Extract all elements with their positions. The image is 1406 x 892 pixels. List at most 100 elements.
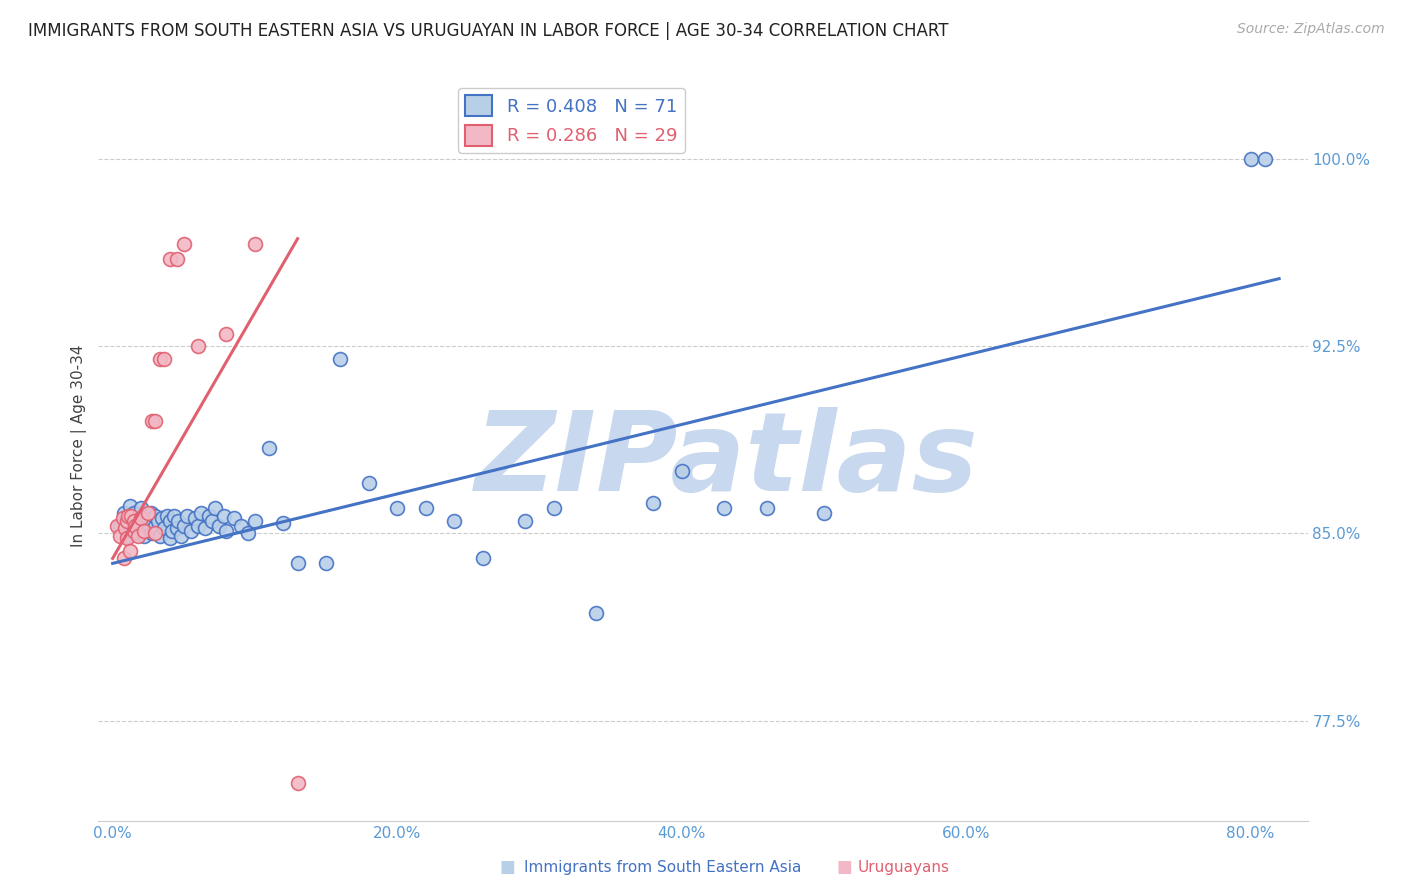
Point bbox=[198, 508, 221, 523]
Point bbox=[166, 252, 188, 266]
Point bbox=[122, 526, 145, 541]
Point bbox=[180, 524, 202, 538]
Point bbox=[166, 521, 188, 535]
Point bbox=[105, 519, 128, 533]
Point bbox=[471, 551, 494, 566]
Point bbox=[315, 557, 337, 571]
Point bbox=[134, 508, 156, 523]
Point bbox=[127, 516, 149, 531]
Point bbox=[115, 514, 138, 528]
Point bbox=[257, 442, 280, 456]
Point bbox=[287, 557, 309, 571]
Point bbox=[671, 464, 693, 478]
Point bbox=[187, 519, 209, 533]
Point bbox=[515, 514, 537, 528]
Text: Uruguayans: Uruguayans bbox=[858, 860, 949, 874]
Point bbox=[215, 326, 238, 341]
Point bbox=[117, 508, 139, 523]
Point bbox=[1240, 152, 1263, 166]
Point bbox=[201, 514, 224, 528]
Point bbox=[756, 501, 779, 516]
Point bbox=[153, 521, 176, 535]
Point bbox=[120, 508, 142, 523]
Point bbox=[141, 414, 163, 428]
Point bbox=[329, 351, 352, 366]
Point bbox=[118, 544, 141, 558]
Point bbox=[543, 501, 565, 516]
Point bbox=[136, 511, 159, 525]
Y-axis label: In Labor Force | Age 30-34: In Labor Force | Age 30-34 bbox=[72, 344, 87, 548]
Point bbox=[162, 524, 184, 538]
Point bbox=[136, 507, 159, 521]
Point bbox=[112, 507, 135, 521]
Point bbox=[713, 501, 735, 516]
Point bbox=[212, 508, 235, 523]
Point bbox=[118, 499, 141, 513]
Text: ■: ■ bbox=[499, 858, 515, 876]
Point bbox=[114, 521, 136, 535]
Point bbox=[173, 519, 195, 533]
Point bbox=[643, 496, 665, 510]
Point bbox=[111, 511, 134, 525]
Point bbox=[108, 519, 131, 533]
Point bbox=[443, 514, 465, 528]
Point bbox=[122, 514, 145, 528]
Point bbox=[1254, 152, 1277, 166]
Point bbox=[167, 514, 190, 528]
Point bbox=[115, 514, 138, 528]
Point bbox=[184, 511, 207, 525]
Point bbox=[149, 529, 172, 543]
Point bbox=[129, 511, 152, 525]
Point bbox=[143, 414, 166, 428]
Point bbox=[129, 511, 152, 525]
Point bbox=[156, 508, 179, 523]
Point bbox=[141, 526, 163, 541]
Text: ZIPatlas: ZIPatlas bbox=[475, 408, 979, 515]
Point bbox=[243, 514, 266, 528]
Point bbox=[163, 508, 186, 523]
Text: Source: ZipAtlas.com: Source: ZipAtlas.com bbox=[1237, 22, 1385, 37]
Point bbox=[153, 351, 176, 366]
Point bbox=[170, 529, 193, 543]
Point bbox=[215, 524, 238, 538]
Point bbox=[187, 339, 209, 353]
Legend: R = 0.408   N = 71, R = 0.286   N = 29: R = 0.408 N = 71, R = 0.286 N = 29 bbox=[458, 88, 685, 153]
Point bbox=[143, 526, 166, 541]
Point bbox=[132, 529, 155, 543]
Point bbox=[115, 532, 138, 546]
Point bbox=[112, 551, 135, 566]
Point bbox=[143, 508, 166, 523]
Point bbox=[173, 236, 195, 251]
Point bbox=[149, 351, 172, 366]
Point bbox=[152, 511, 174, 525]
Point bbox=[136, 524, 159, 538]
Point bbox=[120, 511, 142, 525]
Point bbox=[229, 519, 252, 533]
Text: Immigrants from South Eastern Asia: Immigrants from South Eastern Asia bbox=[524, 860, 801, 874]
Point bbox=[273, 516, 295, 531]
Point bbox=[122, 507, 145, 521]
Point bbox=[124, 521, 146, 535]
Point bbox=[122, 524, 145, 538]
Point bbox=[159, 532, 181, 546]
Point bbox=[813, 507, 835, 521]
Point bbox=[585, 607, 607, 621]
Point bbox=[143, 519, 166, 533]
Text: ■: ■ bbox=[837, 858, 852, 876]
Point bbox=[127, 529, 149, 543]
Point bbox=[146, 514, 169, 528]
Point bbox=[124, 519, 146, 533]
Point bbox=[287, 776, 309, 790]
Point bbox=[129, 501, 152, 516]
Point bbox=[222, 511, 245, 525]
Point bbox=[357, 476, 380, 491]
Point bbox=[208, 519, 231, 533]
Point bbox=[132, 524, 155, 538]
Point bbox=[115, 529, 138, 543]
Point bbox=[190, 507, 212, 521]
Point bbox=[385, 501, 408, 516]
Point bbox=[132, 519, 155, 533]
Point bbox=[194, 521, 217, 535]
Point bbox=[159, 252, 181, 266]
Point bbox=[108, 529, 131, 543]
